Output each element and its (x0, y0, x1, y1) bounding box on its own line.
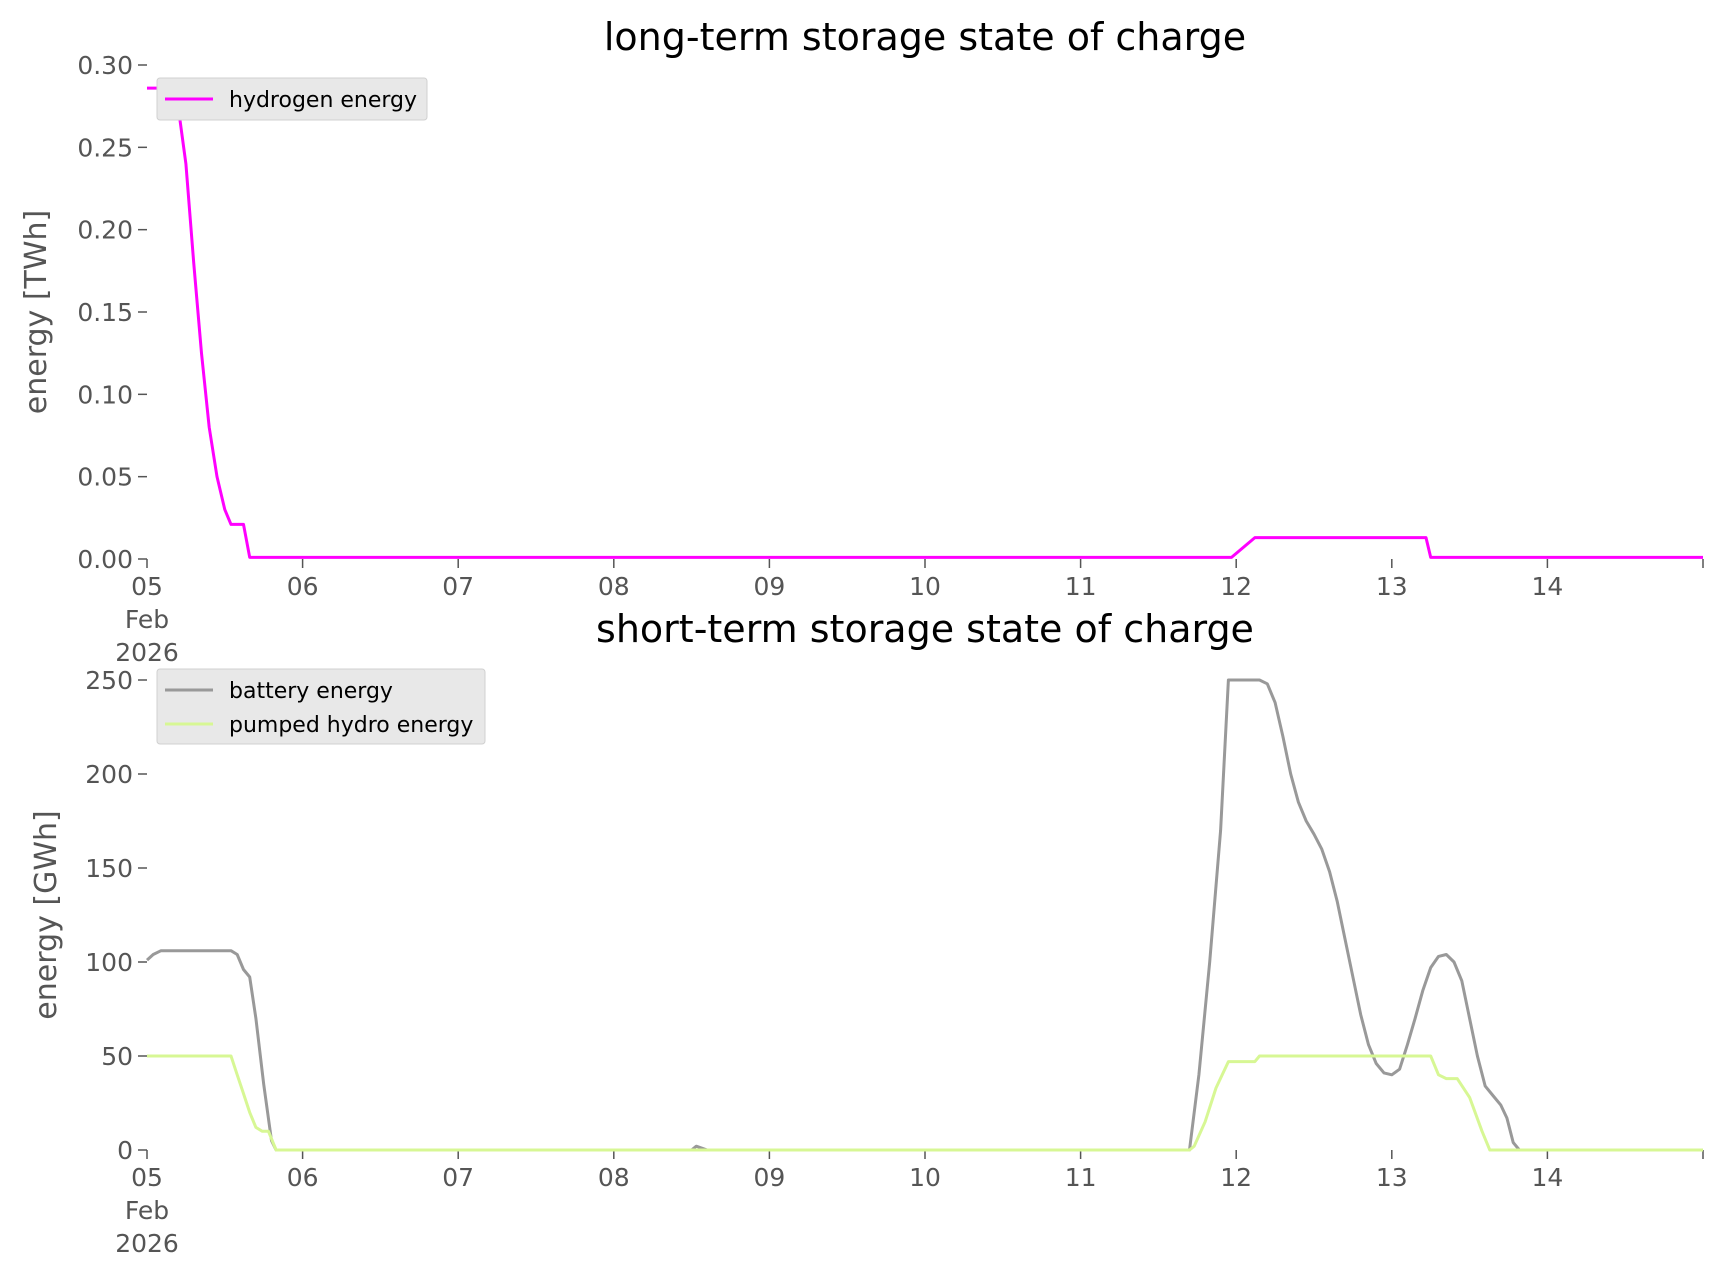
x-tick-label: 05 Feb 2026 (115, 572, 179, 667)
x-tick-label: 05 Feb 2026 (115, 1163, 179, 1258)
x-tick-label: 12 (1220, 572, 1252, 601)
legend-label: battery energy (229, 679, 393, 704)
x-tick-label: 09 (753, 572, 785, 601)
x-tick-label: 07 (442, 1163, 474, 1192)
x-tick-label: 08 (598, 1163, 630, 1192)
series-line-pumped-hydro-energy (147, 1054, 1703, 1152)
x-tick-label: 14 (1531, 572, 1563, 601)
series-line-hydrogen-energy (147, 86, 1703, 559)
x-tick-label: 13 (1376, 572, 1408, 601)
x-tick-label: 11 (1065, 572, 1097, 601)
y-axis-label: energy [TWh] (19, 210, 54, 414)
x-tick-label: 09 (753, 1163, 785, 1192)
legend: battery energy pumped hydro energy (156, 668, 486, 745)
y-tick-label: 0.10 (77, 380, 133, 409)
chart-1: short-term storage state of charge energy… (29, 607, 1704, 1258)
x-tick-label: 06 (287, 572, 319, 601)
x-tick-label: 06 (287, 1163, 319, 1192)
x-tick-label: 11 (1065, 1163, 1097, 1192)
y-axis-label: energy [GWh] (29, 810, 64, 1019)
y-tick-label: 0.20 (77, 216, 133, 245)
y-tick-label: 0.25 (77, 133, 133, 162)
x-tick-label: 13 (1376, 1163, 1408, 1192)
y-tick-label: 200 (85, 760, 133, 789)
y-tick-label: 150 (85, 854, 133, 883)
legend-box (156, 668, 486, 745)
x-tick-label: 08 (598, 572, 630, 601)
y-tick-label: 0.30 (77, 51, 133, 80)
x-tick-label: 14 (1531, 1163, 1563, 1192)
chart-title: short-term storage state of charge (596, 607, 1254, 651)
x-tick-label: 10 (909, 572, 941, 601)
legend-box (156, 77, 428, 121)
y-tick-label: 50 (101, 1042, 133, 1071)
y-tick-label: 0 (117, 1136, 133, 1165)
y-tick-label: 0.00 (77, 545, 133, 574)
chart-0: long-term storage state of charge energy … (19, 15, 1704, 667)
chart-title: long-term storage state of charge (604, 15, 1246, 59)
x-tick-label: 10 (909, 1163, 941, 1192)
legend: hydrogen energy (156, 77, 428, 121)
legend-label: pumped hydro energy (229, 713, 473, 738)
x-tick-label: 07 (442, 572, 474, 601)
y-tick-label: 0.15 (77, 298, 133, 327)
y-tick-label: 0.05 (77, 463, 133, 492)
y-tick-label: 100 (85, 948, 133, 977)
series-line-battery-energy (145, 678, 1703, 1152)
y-tick-label: 250 (85, 666, 133, 695)
x-tick-label: 12 (1220, 1163, 1252, 1192)
legend-label: hydrogen energy (229, 88, 417, 113)
